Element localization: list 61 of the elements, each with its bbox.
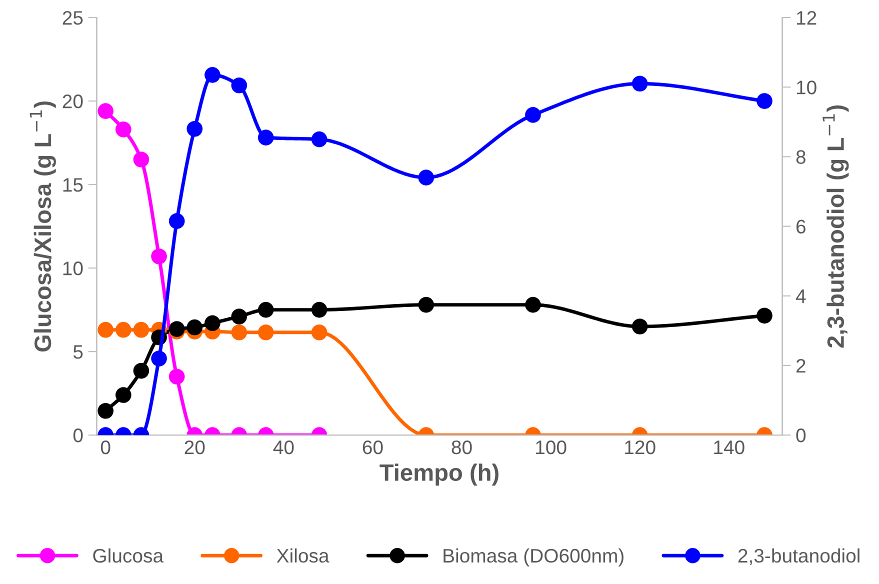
point [418,170,434,186]
point [204,67,220,83]
point [311,131,328,148]
x-tick-label: 140 [714,440,744,454]
legend-label: Glucosa [93,548,164,563]
x-tick-label: 0 [100,440,110,454]
point [231,324,248,340]
x-tick-label: 60 [362,440,383,454]
point [98,322,114,338]
x-tick-label: 40 [273,440,294,454]
legend-label: 2,3-butanodiol [738,548,860,565]
y2-tick-label: 10 [796,80,816,94]
y2-axis-title: 2,3-butanodiol (g L$^{−1}$) [822,105,849,348]
x-tick-label: 100 [536,440,566,454]
y-tick-label: 5 [73,345,83,359]
point [186,319,203,336]
point [418,296,434,313]
point [258,130,274,146]
point [231,308,248,324]
y2-tick-label: 12 [796,10,816,25]
x-tick-label: 120 [625,440,656,454]
y-axis-title: Glucosa/Xilosa (g L$^{−1}$) [30,101,56,352]
y2-tick-label: 4 [796,290,806,303]
point [151,248,167,264]
y-tick-label: 10 [63,262,83,276]
y2-tick-label: 8 [796,150,806,164]
point [756,308,772,324]
x-axis-title: Tiempo (h) [380,464,498,486]
point [115,122,132,138]
point [186,120,203,137]
point [98,103,114,119]
x-tick-label: 20 [184,440,205,454]
point [115,322,132,338]
y-tick-label: 25 [62,10,83,25]
point [258,324,274,340]
point [525,296,541,313]
legend-label: Biomasa (DO600nm) [444,548,624,566]
point [168,213,185,229]
point [115,387,132,403]
point [204,315,220,332]
point [231,77,248,94]
point [133,362,150,379]
point [168,368,185,385]
point [311,324,328,340]
x-tick-label: 80 [452,440,472,454]
point [525,107,541,123]
point [632,76,648,92]
point [632,318,648,334]
point [258,302,274,318]
legend-label: Xilosa [276,548,330,563]
y2-tick-label: 0 [796,428,806,442]
y2-tick-label: 2 [796,358,806,373]
y-tick-label: 0 [73,428,83,442]
y-tick-label: 20 [62,94,83,108]
point [756,93,772,109]
point [133,322,150,338]
point [98,402,114,419]
point [311,302,328,318]
point [133,152,150,168]
y-tick-label: 15 [63,178,83,192]
y2-tick-label: 6 [796,220,806,234]
